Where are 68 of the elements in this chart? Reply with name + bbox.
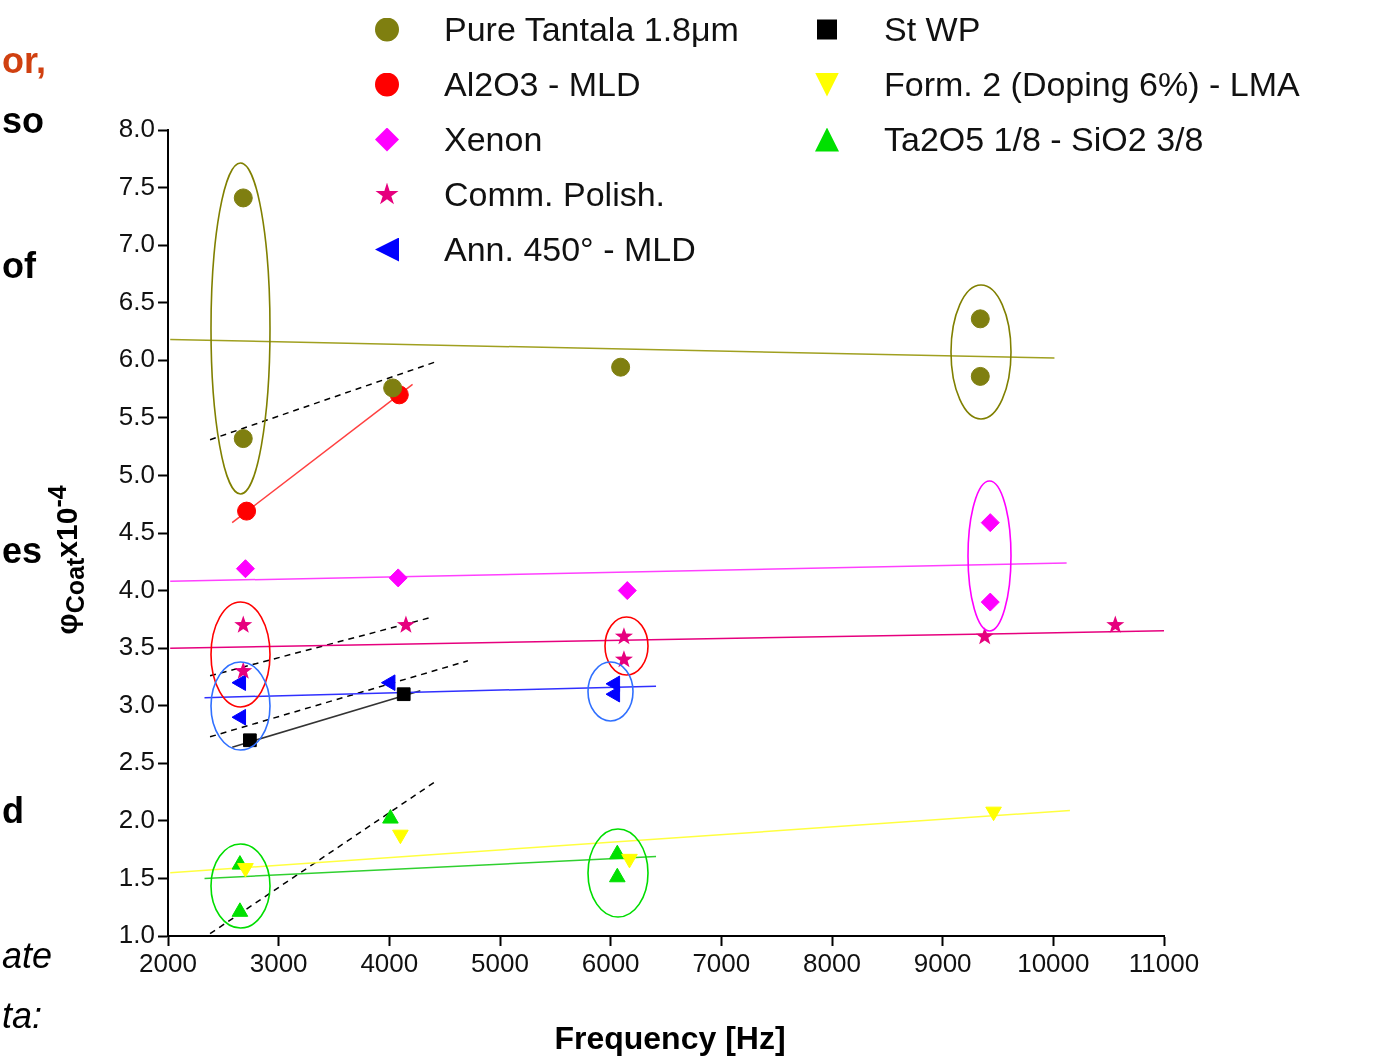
point [609, 844, 626, 860]
y-tick-label: 2.5 [118, 746, 155, 777]
legend-label: Ta2O5 1/8 - SiO2 3/8 [884, 120, 1204, 159]
legend-label: Ann. 450° - MLD [444, 230, 696, 269]
y-tick-label: 5.5 [118, 401, 155, 432]
legend-label: Xenon [444, 120, 543, 159]
point [237, 501, 257, 521]
x-tick-label: 11000 [1128, 947, 1200, 978]
y-tick-label: 8.0 [118, 113, 155, 144]
point [231, 674, 247, 691]
point [609, 867, 626, 883]
point [231, 708, 247, 726]
point [1106, 615, 1125, 633]
point [975, 627, 994, 645]
x-tick-label: 8000 [803, 947, 861, 978]
x-tick-label: 2000 [139, 947, 197, 978]
point [235, 559, 255, 579]
text: ate [2, 935, 53, 977]
legend-label: St WP [884, 10, 981, 49]
x-tick-label: 4000 [360, 947, 419, 978]
point [233, 429, 253, 449]
x-tick-label: 10000 [1017, 947, 1090, 978]
point [243, 733, 257, 748]
y-tick-label: 6.0 [118, 343, 155, 374]
x-tick-label: 5000 [471, 947, 529, 978]
text: d [2, 790, 24, 832]
legend-label: Form. 2 (Doping 6%) - LMA [884, 65, 1300, 104]
point [980, 592, 1000, 612]
text: es [2, 530, 43, 572]
y-tick-label: 1.0 [118, 919, 155, 950]
point [611, 357, 631, 377]
legend-label: Al2O3 - MLD [444, 65, 641, 104]
y-tick-label: 2.0 [118, 804, 155, 835]
point [970, 366, 990, 386]
legend-label: Comm. Polish. [444, 175, 666, 214]
legend-label: Pure Tantala 1.8μm [444, 10, 739, 49]
point [388, 568, 408, 588]
point [396, 687, 411, 702]
point [980, 513, 1000, 533]
point [234, 615, 253, 633]
y-tick-label: 7.0 [118, 228, 155, 259]
x-tick-label: 7000 [692, 947, 751, 978]
text: ta: [2, 995, 43, 1037]
point [614, 627, 633, 645]
point [231, 902, 249, 917]
text: so [2, 100, 45, 142]
y-tick-label: 4.5 [118, 516, 155, 547]
point [614, 650, 633, 668]
x-axis-title: Frequency [Hz] [554, 1020, 786, 1057]
point [383, 378, 403, 398]
point [617, 581, 637, 601]
y-tick-label: 7.5 [118, 170, 155, 201]
point [233, 188, 253, 208]
y-tick-label: 3.0 [118, 688, 155, 719]
point [234, 661, 253, 679]
point [970, 309, 990, 329]
x-tick-label: 3000 [249, 947, 308, 978]
y-tick-label: 1.5 [118, 861, 155, 892]
y-tick-label: 5.0 [118, 458, 155, 489]
x-tick-label: 6000 [581, 947, 640, 978]
point [382, 809, 399, 824]
text: or, [2, 40, 47, 82]
y-tick-label: 4.0 [118, 573, 155, 604]
x-tick-label: 9000 [913, 947, 972, 978]
y-tick-label: 6.5 [118, 285, 155, 316]
point [396, 615, 415, 633]
y-tick-label: 3.5 [118, 631, 155, 662]
text: of [2, 245, 36, 287]
